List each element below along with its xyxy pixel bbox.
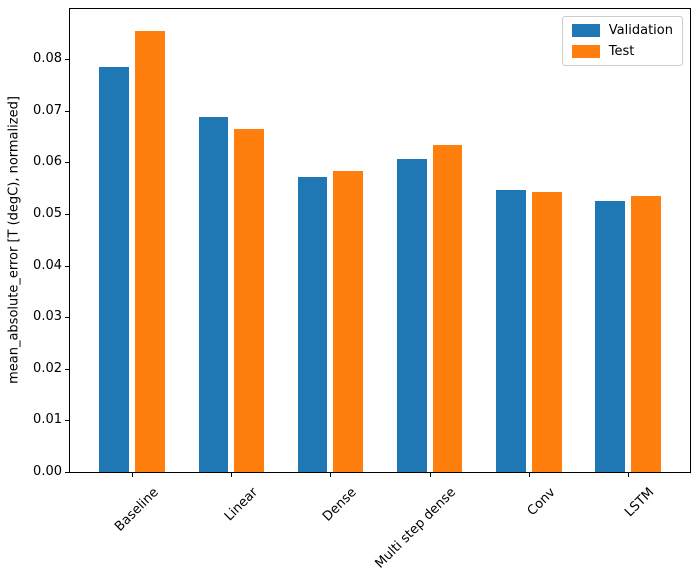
bar-validation-conv [496,190,526,472]
y-tick-label: 0.04 [33,257,62,273]
test-swatch-icon [571,45,600,58]
plot-area: Validation Test [69,8,691,473]
legend-entry-validation: Validation [571,23,673,38]
legend-label-test: Test [608,44,635,59]
x-tick-mark [231,473,233,477]
y-tick-label: 0.00 [33,464,62,479]
y-tick-mark [65,110,69,112]
bar-validation-dense [297,176,328,472]
y-tick-mark [65,472,69,473]
validation-swatch-icon [571,24,600,37]
bar-validation-multi-step-dense [396,158,427,472]
bar-validation-linear [198,116,229,472]
x-tick-mark [528,473,530,477]
x-tick-label-conv: Conv [524,485,559,519]
bar-validation-lstm [595,201,626,472]
x-tick-label-dense: Dense [320,485,361,525]
y-tick-label: 0.07 [33,102,62,118]
x-tick-label-multi-step-dense: Multi step dense [372,485,460,572]
y-tick-label: 0.08 [33,51,62,67]
y-tick-label: 0.06 [33,154,62,170]
y-tick-mark [65,420,69,422]
bar-test-baseline [135,31,165,472]
y-tick-mark [65,213,69,215]
y-tick-mark [65,265,69,267]
y-tick-mark [65,317,69,319]
x-tick-label-lstm: LSTM [622,485,658,521]
x-tick-label-linear: Linear [221,485,261,525]
y-tick-label: 0.05 [33,205,62,221]
y-tick-label: 0.03 [33,309,62,325]
y-tick-mark [65,162,69,164]
x-tick-mark [429,473,431,477]
x-tick-label-baseline: Baseline [112,485,162,535]
x-tick-mark [330,473,332,477]
bar-test-multi-step-dense [432,144,463,472]
legend-entry-test: Test [571,44,673,59]
bar-test-lstm [631,195,661,472]
x-tick-mark [132,473,133,477]
bar-test-conv [531,191,562,472]
x-tick-mark [628,473,629,477]
legend-label-validation: Validation [608,23,673,38]
y-axis-label: mean_absolute_error [T (degC), normalize… [6,96,22,384]
bar-test-dense [333,171,364,472]
bar-test-linear [234,128,264,472]
y-tick-label: 0.02 [33,360,62,376]
bar-validation-baseline [99,66,130,472]
y-tick-mark [65,59,69,61]
y-tick-mark [65,368,69,370]
legend: Validation Test [561,16,683,66]
y-tick-label: 0.01 [33,412,62,428]
